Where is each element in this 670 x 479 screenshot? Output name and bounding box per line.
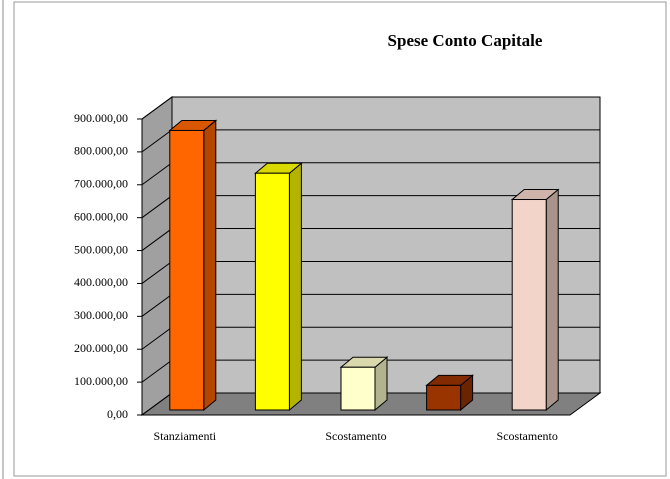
bar-face xyxy=(203,119,217,412)
side-wall xyxy=(141,96,173,416)
y-tick-label: 500.000,00 xyxy=(74,242,128,256)
y-tick-label: 600.000,00 xyxy=(74,209,128,223)
bar-face xyxy=(545,188,559,412)
y-tick-label: 300.000,00 xyxy=(74,308,128,322)
bar-face xyxy=(169,129,205,411)
x-tick-label: Scostamento xyxy=(325,429,386,443)
bar-face xyxy=(426,384,462,411)
grid-line xyxy=(141,96,600,120)
bar xyxy=(339,356,389,412)
y-tick-label: 200.000,00 xyxy=(74,341,128,355)
y-tick-label: 900.000,00 xyxy=(74,111,128,125)
bar-face xyxy=(511,199,547,411)
bar-face xyxy=(340,366,376,411)
y-tick-label: 0,00 xyxy=(107,407,128,421)
bar-face xyxy=(254,172,290,411)
x-tick-label: Stanziamenti xyxy=(153,429,216,443)
bar-face xyxy=(288,162,302,412)
bar xyxy=(168,119,218,412)
x-tick-label: Scostamento xyxy=(497,429,558,443)
bar xyxy=(254,162,303,412)
bar xyxy=(425,374,474,412)
y-tick-label: 100.000,00 xyxy=(74,374,128,388)
y-tick-label: 400.000,00 xyxy=(74,275,128,289)
chart-title: Spese Conto Capitale xyxy=(388,31,543,50)
bar xyxy=(510,188,560,412)
y-tick-label: 800.000,00 xyxy=(74,144,128,158)
y-tick-label: 700.000,00 xyxy=(74,177,128,191)
